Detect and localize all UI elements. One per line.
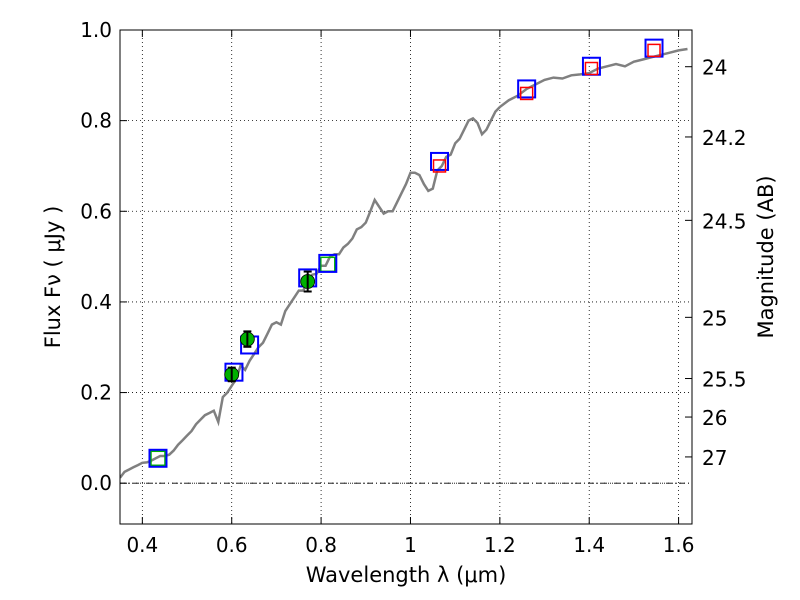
y-tick-label: 1.0	[80, 18, 112, 42]
sed-model-line	[120, 47, 688, 479]
x-tick-label: 1	[404, 533, 417, 557]
grid-lines	[120, 29, 692, 524]
right-tick-label: 25.5	[702, 368, 747, 392]
right-tick-label: 24	[702, 56, 727, 80]
right-tick-label: 24.5	[702, 209, 747, 233]
blue-square-marker	[318, 253, 338, 273]
blue-square-marker	[148, 448, 168, 468]
red-square-marker	[432, 159, 447, 173]
y-tick-label: 0.2	[80, 381, 112, 405]
right-axis-title: Magnitude (AB)	[754, 175, 778, 338]
plot-area	[120, 38, 688, 479]
y-tick-label: 0.8	[80, 109, 112, 133]
red-square-marker	[519, 86, 534, 101]
right-tick-label: 24.2	[702, 126, 747, 150]
y-tick-label: 0.4	[80, 290, 112, 314]
y-tick-label: 0.6	[80, 199, 112, 223]
right-tick-label: 26	[702, 406, 727, 430]
plot-frame	[119, 29, 693, 525]
red-square-marker	[584, 61, 599, 76]
y-axis-title: Flux Fν ( μJy )	[41, 206, 65, 349]
x-tick-label: 0.4	[126, 533, 158, 557]
right-tick-label: 25	[702, 306, 727, 330]
right-tick-label: 27	[702, 446, 727, 470]
x-tick-label: 0.8	[305, 533, 337, 557]
blue-square-marker	[430, 151, 450, 171]
x-tick-label: 1.2	[484, 533, 516, 557]
y-tick-label: 0.0	[80, 471, 112, 495]
x-tick-label: 0.6	[216, 533, 248, 557]
blue-square-marker	[517, 79, 537, 99]
axis-ticks: 0.4 0.6 0.8 1 1.2 1.4 1.6 0.0 0.2 0.4 0.6 0.8 1.0 24 2…	[80, 18, 746, 557]
red-square-marker	[647, 43, 661, 58]
x-tick-label: 1.4	[573, 533, 605, 557]
x-axis-title: Wavelength λ (μm)	[306, 563, 507, 587]
x-tick-label: 1.6	[663, 533, 695, 557]
green-square-marker	[150, 450, 166, 467]
